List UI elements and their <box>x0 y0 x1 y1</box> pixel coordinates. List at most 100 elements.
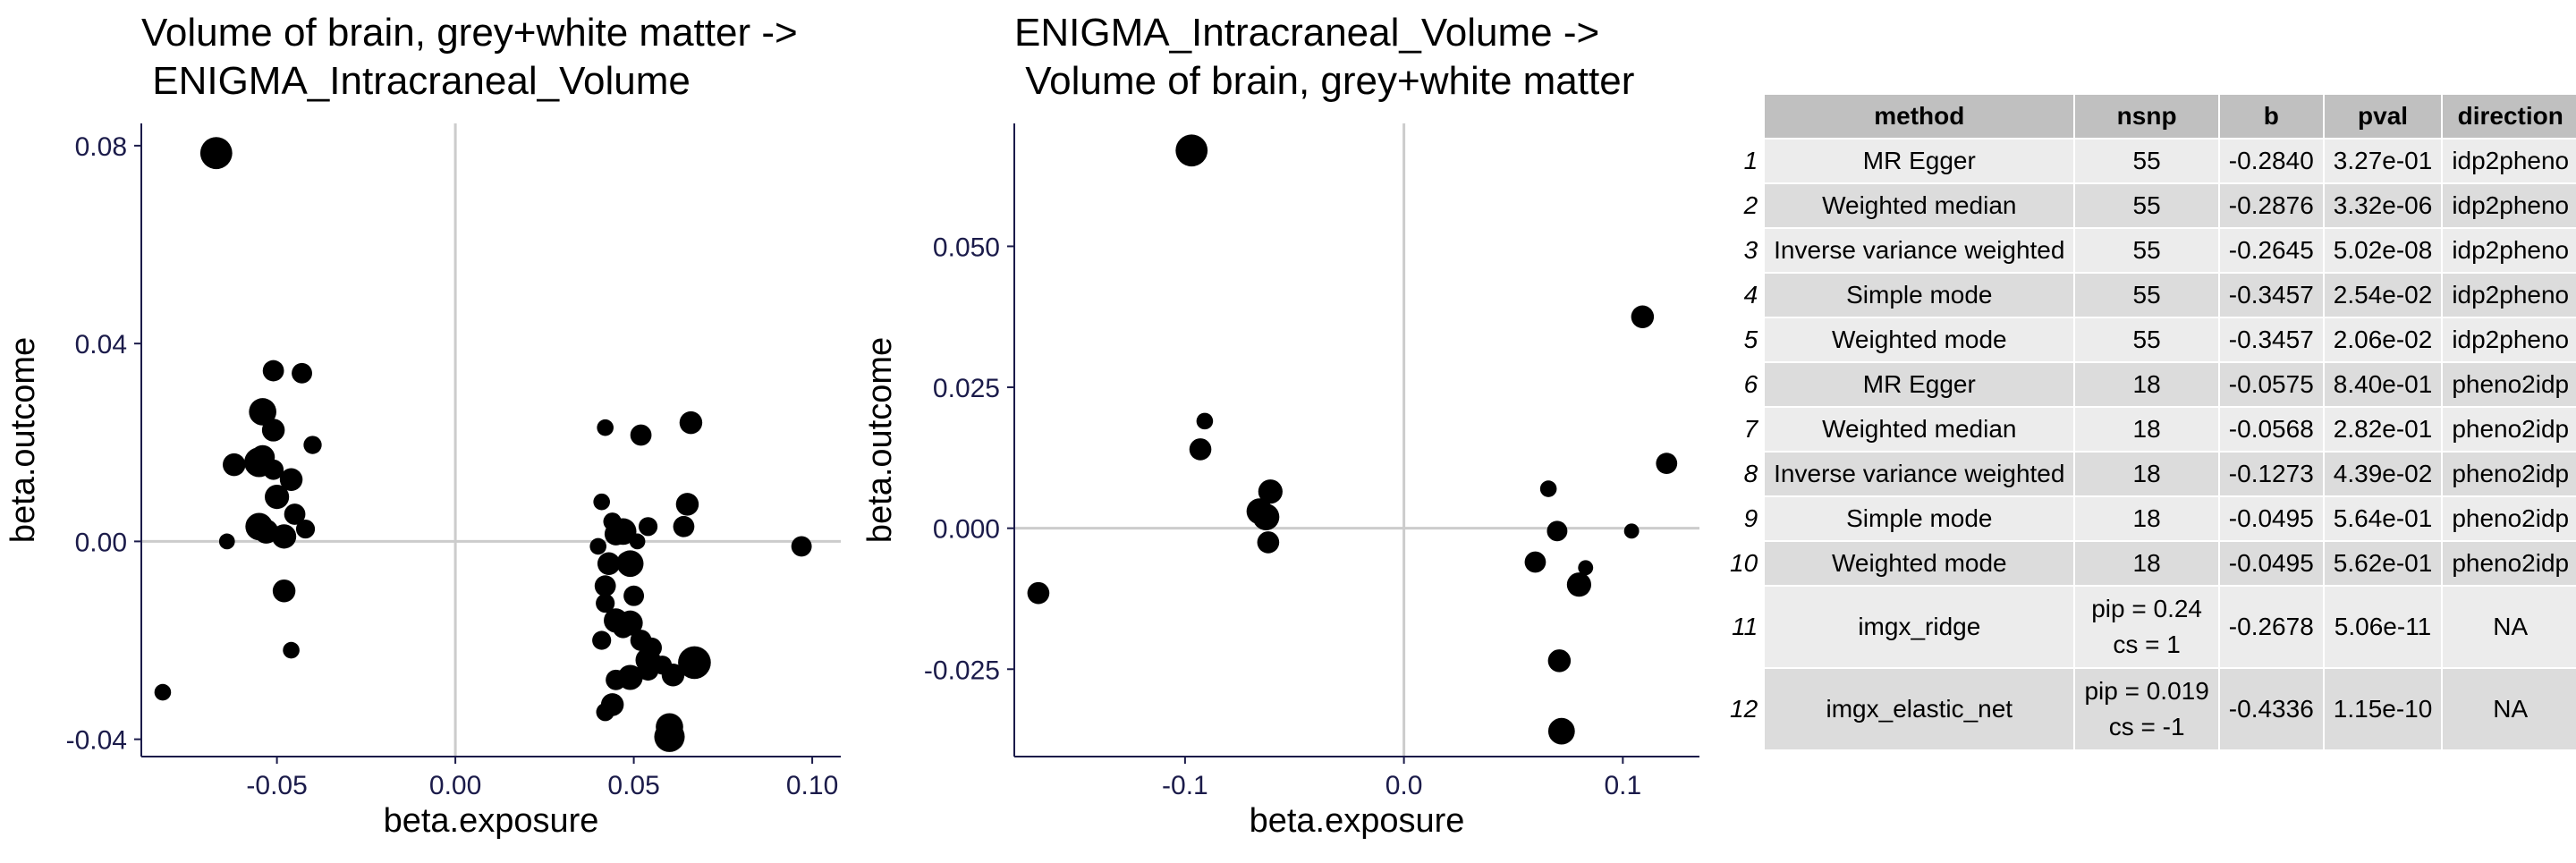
data-point <box>261 419 285 442</box>
data-point <box>272 579 296 603</box>
data-point <box>1539 480 1557 497</box>
cell-nsnp: 55 <box>2075 140 2218 182</box>
y-tick-label: 0.000 <box>933 515 1000 545</box>
cell-method: Weighted mode <box>1765 542 2074 585</box>
data-point <box>654 721 685 752</box>
data-point <box>661 663 685 687</box>
cell-nsnp: pip = 0.24 cs = 1 <box>2075 587 2218 667</box>
data-point <box>617 664 643 690</box>
table-row: 5 Weighted mode 55 -0.3457 2.06e-02 idp2… <box>1730 318 2576 361</box>
table-row: 12 imgx_elastic_net pip = 0.019 cs = -1 … <box>1730 669 2576 749</box>
cell-direction: pheno2idp <box>2443 363 2576 406</box>
data-point <box>271 524 297 549</box>
cell-nsnp: 18 <box>2075 497 2218 540</box>
corner-cell <box>1730 95 1764 138</box>
cell-direction: idp2pheno <box>2443 318 2576 361</box>
cell-b: -0.0568 <box>2219 408 2323 451</box>
data-point <box>1546 520 1568 542</box>
row-index: 10 <box>1730 542 1764 585</box>
table-row: 4 Simple mode 55 -0.3457 2.54e-02 idp2ph… <box>1730 274 2576 317</box>
data-point <box>629 533 646 550</box>
cell-nsnp: 18 <box>2075 453 2218 495</box>
row-index: 7 <box>1730 408 1764 451</box>
column-header-method: method <box>1765 95 2074 138</box>
data-point <box>199 137 233 170</box>
row-index: 8 <box>1730 453 1764 495</box>
data-point <box>1027 581 1050 605</box>
cell-direction: pheno2idp <box>2443 408 2576 451</box>
table-row: 7 Weighted median 18 -0.0568 2.82e-01 ph… <box>1730 408 2576 451</box>
cell-b: -0.3457 <box>2219 318 2323 361</box>
data-point <box>589 537 606 555</box>
data-point <box>592 630 612 650</box>
data-point <box>597 552 621 576</box>
cell-pval: 3.32e-06 <box>2324 184 2442 227</box>
cell-direction: idp2pheno <box>2443 229 2576 272</box>
cell-b: -0.0575 <box>2219 363 2323 406</box>
column-header-direction: direction <box>2443 95 2576 138</box>
scatter-plot-2: ENIGMA_Intracraneal_Volume -> Volume of … <box>859 0 1717 859</box>
data-point <box>791 536 812 557</box>
data-point <box>262 360 284 382</box>
cell-nsnp-line1: pip = 0.24 <box>2091 595 2203 622</box>
cell-direction: NA <box>2443 669 2576 749</box>
cell-direction: idp2pheno <box>2443 140 2576 182</box>
plot-title: Volume of brain, grey+white matter -> EN… <box>141 11 798 103</box>
table-row: 2 Weighted median 55 -0.2876 3.32e-06 id… <box>1730 184 2576 227</box>
data-point <box>630 424 652 446</box>
cell-method: imgx_ridge <box>1765 587 2074 667</box>
x-axis-label: beta.exposure <box>1250 802 1465 840</box>
x-tick-label: 0.10 <box>786 771 838 800</box>
x-axis-label: beta.exposure <box>384 802 599 840</box>
data-point <box>1175 134 1208 167</box>
x-tick-label: -0.1 <box>1162 771 1208 800</box>
data-point <box>249 398 276 426</box>
data-point <box>218 533 235 550</box>
cell-pval: 5.64e-01 <box>2324 497 2442 540</box>
table-row: 11 imgx_ridge pip = 0.24 cs = 1 -0.2678 … <box>1730 587 2576 667</box>
cell-b: -0.4336 <box>2219 669 2323 749</box>
cell-pval: 5.02e-08 <box>2324 229 2442 272</box>
cell-pval: 5.62e-01 <box>2324 542 2442 585</box>
data-point <box>1623 523 1640 539</box>
x-tick-label: 0.0 <box>1385 771 1423 800</box>
cell-method: Inverse variance weighted <box>1765 453 2074 495</box>
data-point <box>1257 531 1280 554</box>
data-point <box>593 493 610 511</box>
column-header-nsnp: nsnp <box>2075 95 2218 138</box>
x-tick-label: 0.05 <box>607 771 659 800</box>
cell-b: -0.2876 <box>2219 184 2323 227</box>
data-point <box>675 493 699 516</box>
cell-b: -0.0495 <box>2219 542 2323 585</box>
y-tick-label: -0.04 <box>66 726 127 756</box>
cell-nsnp-line2: cs = 1 <box>2113 630 2181 658</box>
cell-direction: pheno2idp <box>2443 542 2576 585</box>
data-point <box>597 419 614 436</box>
cell-b: -0.2678 <box>2219 587 2323 667</box>
cell-pval: 5.06e-11 <box>2324 587 2442 667</box>
table-row: 9 Simple mode 18 -0.0495 5.64e-01 pheno2… <box>1730 497 2576 540</box>
x-tick-label: 0.1 <box>1604 771 1641 800</box>
row-index: 11 <box>1730 587 1764 667</box>
data-point <box>1578 560 1594 576</box>
row-index: 3 <box>1730 229 1764 272</box>
cell-b: -0.0495 <box>2219 497 2323 540</box>
column-header-b: b <box>2219 95 2323 138</box>
x-tick-label: -0.05 <box>246 771 307 800</box>
y-tick-label: 0.050 <box>933 233 1000 262</box>
table-row: 3 Inverse variance weighted 55 -0.2645 5… <box>1730 229 2576 272</box>
row-index: 5 <box>1730 318 1764 361</box>
data-point <box>623 585 645 606</box>
y-tick-label: 0.00 <box>75 528 127 557</box>
data-point <box>678 646 711 680</box>
cell-method: imgx_elastic_net <box>1765 669 2074 749</box>
row-index: 9 <box>1730 497 1764 540</box>
table-row: 8 Inverse variance weighted 18 -0.1273 4… <box>1730 453 2576 495</box>
y-tick-label: 0.04 <box>75 330 127 360</box>
data-point <box>222 453 246 477</box>
data-point <box>283 641 300 659</box>
y-axis-label: beta.outcome <box>861 337 899 543</box>
data-point <box>292 362 312 384</box>
results-table-container: method nsnp b pval direction 1 MR Egger … <box>1728 93 2576 773</box>
data-point <box>679 410 703 435</box>
